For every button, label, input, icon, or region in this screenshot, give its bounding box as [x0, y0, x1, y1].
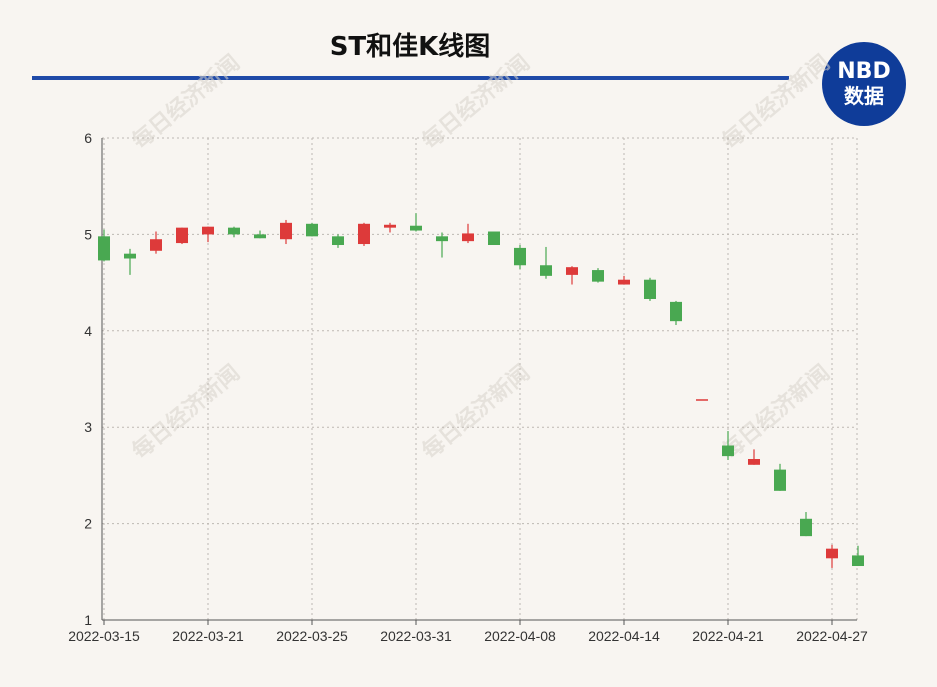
- candle: [150, 231, 162, 254]
- candle-body: [202, 226, 214, 235]
- candle: [774, 463, 786, 491]
- candle-body: [670, 301, 682, 322]
- x-tick-label: 2022-03-25: [276, 628, 348, 644]
- candle: [618, 275, 630, 285]
- candle-body: [488, 231, 500, 246]
- candle: [98, 229, 110, 262]
- x-tick-label: 2022-04-27: [796, 628, 868, 644]
- candle-body: [358, 223, 370, 245]
- candle-body: [748, 459, 760, 465]
- candle-body: [592, 270, 604, 282]
- candle: [800, 512, 812, 537]
- x-tick-label: 2022-03-15: [68, 628, 140, 644]
- candle: [176, 227, 188, 245]
- candle-body: [514, 247, 526, 266]
- watermark-text: 每日经济新闻: [417, 50, 535, 155]
- candle: [202, 226, 214, 243]
- candle: [488, 231, 500, 246]
- candle-body: [150, 239, 162, 251]
- candle-body: [852, 555, 864, 567]
- candle: [124, 248, 136, 275]
- candle-body: [410, 225, 422, 231]
- x-tick-label: 2022-03-31: [380, 628, 452, 644]
- candle: [722, 431, 734, 460]
- candle: [566, 266, 578, 285]
- chart-title: ST和佳K线图: [329, 32, 491, 62]
- candle: [540, 246, 552, 279]
- y-tick-label: 5: [84, 226, 92, 242]
- candle: [644, 277, 656, 301]
- candle-body: [774, 469, 786, 491]
- y-tick-label: 1: [84, 612, 92, 628]
- logo-text-bottom: 数据: [844, 84, 884, 108]
- y-tick-label: 4: [84, 323, 92, 339]
- y-tick-label: 2: [84, 516, 92, 532]
- watermark-text: 每日经济新闻: [127, 50, 245, 155]
- candle: [280, 219, 292, 245]
- x-tick-label: 2022-03-21: [172, 628, 244, 644]
- candle-body: [644, 279, 656, 299]
- candle-body: [280, 222, 292, 240]
- candle-body: [540, 265, 552, 276]
- candle: [410, 213, 422, 232]
- grid: [102, 137, 858, 620]
- candle-body: [176, 227, 188, 244]
- y-tick-label: 6: [84, 130, 92, 146]
- candle: [592, 268, 604, 283]
- candle-body: [306, 223, 318, 237]
- candle-body: [124, 253, 136, 259]
- candle-body: [98, 236, 110, 261]
- candle-body: [696, 399, 708, 401]
- candle-body: [800, 518, 812, 537]
- candle: [670, 300, 682, 326]
- candle: [852, 545, 864, 567]
- candle-body: [722, 445, 734, 457]
- watermark-text: 每日经济新闻: [127, 360, 245, 465]
- candle-body: [618, 279, 630, 285]
- candle-body: [826, 548, 838, 559]
- x-tick-label: 2022-04-21: [692, 628, 764, 644]
- x-tick-label: 2022-04-14: [588, 628, 660, 644]
- candle: [462, 223, 474, 244]
- candles: [98, 213, 864, 568]
- candle: [254, 230, 266, 239]
- watermark-text: 每日经济新闻: [717, 50, 835, 155]
- watermark-text: 每日经济新闻: [717, 360, 835, 465]
- candle: [696, 399, 708, 401]
- x-tick-label: 2022-04-08: [484, 628, 556, 644]
- logo-text-top: NBD: [837, 59, 891, 84]
- candle-body: [462, 233, 474, 242]
- title-underline: [32, 76, 789, 80]
- candle-body: [228, 227, 240, 235]
- axes: 1 2 3 4 5 6 2022-03-15 2022-03-21 2022-03-25 2022…: [68, 130, 868, 644]
- candle: [748, 449, 760, 465]
- candle-body: [436, 236, 448, 242]
- candle: [436, 232, 448, 258]
- candle: [358, 222, 370, 246]
- candle: [514, 245, 526, 270]
- candle: [228, 226, 240, 238]
- y-tick-label: 3: [84, 419, 92, 435]
- candle: [384, 222, 396, 233]
- candle-body: [332, 236, 344, 246]
- nbd-logo: NBD 数据: [822, 42, 906, 126]
- candle-body: [254, 234, 266, 239]
- candle: [332, 234, 344, 248]
- candle-body: [566, 267, 578, 275]
- watermark-text: 每日经济新闻: [417, 360, 535, 465]
- candle: [306, 222, 318, 237]
- candle-body: [384, 224, 396, 228]
- candle: [826, 544, 838, 568]
